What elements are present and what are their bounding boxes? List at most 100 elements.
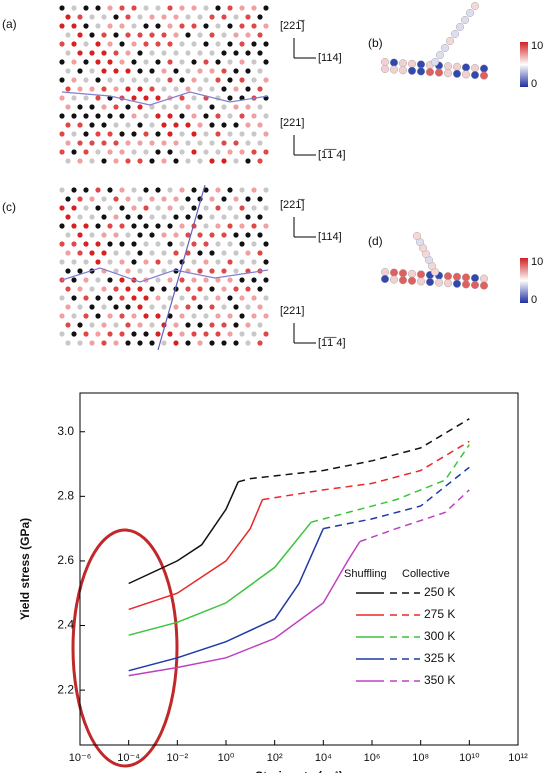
- atom: [77, 158, 83, 164]
- atom: [203, 41, 209, 47]
- atom: [167, 77, 173, 83]
- atom: [408, 269, 417, 278]
- atom: [209, 340, 215, 346]
- atom: [215, 241, 221, 247]
- atom: [77, 268, 83, 274]
- atom: [227, 187, 233, 193]
- atom: [233, 268, 239, 274]
- atom: [71, 313, 77, 319]
- colorbar: [520, 42, 528, 87]
- atom: [209, 104, 215, 110]
- atom: [107, 187, 113, 193]
- panel-label: (b): [368, 36, 383, 50]
- atom: [149, 286, 155, 292]
- atom: [95, 41, 101, 47]
- atom: [179, 23, 185, 29]
- atom: [155, 131, 161, 137]
- atom: [155, 59, 161, 65]
- atom: [245, 68, 251, 74]
- atom: [191, 5, 197, 11]
- atom: [227, 131, 233, 137]
- atom: [101, 304, 107, 310]
- atom: [83, 187, 89, 193]
- atom: [65, 322, 71, 328]
- atom: [227, 5, 233, 11]
- atom: [119, 59, 125, 65]
- atom: [263, 331, 269, 337]
- atom: [436, 51, 445, 60]
- atom: [131, 5, 137, 11]
- atom: [137, 304, 143, 310]
- atom: [83, 331, 89, 337]
- atom: [65, 286, 71, 292]
- atom: [95, 187, 101, 193]
- atom: [113, 158, 119, 164]
- atom: [167, 23, 173, 29]
- atom: [179, 277, 185, 283]
- atom: [209, 158, 215, 164]
- atom: [119, 313, 125, 319]
- atom: [77, 286, 83, 292]
- atom: [381, 275, 390, 284]
- atom: [185, 140, 191, 146]
- atom: [95, 77, 101, 83]
- atom: [399, 59, 408, 68]
- atom: [173, 68, 179, 74]
- atom: [209, 196, 215, 202]
- atom: [137, 104, 143, 110]
- atom: [149, 140, 155, 146]
- atom: [131, 77, 137, 83]
- atom: [155, 41, 161, 47]
- atom: [143, 241, 149, 247]
- atom: [83, 277, 89, 283]
- atom: [89, 214, 95, 220]
- atom: [209, 122, 215, 128]
- atom: [71, 5, 77, 11]
- atom: [461, 16, 470, 25]
- atom: [245, 214, 251, 220]
- atom: [215, 259, 221, 265]
- atom: [155, 241, 161, 247]
- atom: [59, 41, 65, 47]
- atom: [143, 313, 149, 319]
- atom: [113, 340, 119, 346]
- legend-header: Shuffling: [344, 568, 387, 580]
- atom: [179, 205, 185, 211]
- atom: [245, 122, 251, 128]
- atom: [390, 58, 399, 67]
- atom: [131, 41, 137, 47]
- atom: [227, 331, 233, 337]
- atom: [179, 77, 185, 83]
- atom: [197, 304, 203, 310]
- atom: [113, 286, 119, 292]
- atom: [95, 259, 101, 265]
- atom: [233, 122, 239, 128]
- atom: [167, 241, 173, 247]
- atom: [209, 14, 215, 20]
- atom: [65, 268, 71, 274]
- atom: [215, 41, 221, 47]
- atom: [221, 122, 227, 128]
- atom: [119, 23, 125, 29]
- atom: [251, 313, 257, 319]
- legend-label: 350 K: [424, 673, 455, 687]
- atom: [149, 322, 155, 328]
- atom: [89, 286, 95, 292]
- atom: [137, 232, 143, 238]
- direction-label: [221̅]: [280, 20, 305, 32]
- atom: [137, 268, 143, 274]
- atom: [251, 131, 257, 137]
- collective-line: [311, 444, 470, 523]
- atom: [179, 113, 185, 119]
- atom: [65, 340, 71, 346]
- atom: [167, 187, 173, 193]
- atom: [167, 149, 173, 155]
- atom: [167, 223, 173, 229]
- atom: [263, 187, 269, 193]
- atom: [155, 313, 161, 319]
- colorbar-label: 10: [531, 40, 543, 52]
- atom: [221, 158, 227, 164]
- atom: [101, 122, 107, 128]
- colorbar-label: 10: [531, 256, 543, 268]
- atom: [203, 259, 209, 265]
